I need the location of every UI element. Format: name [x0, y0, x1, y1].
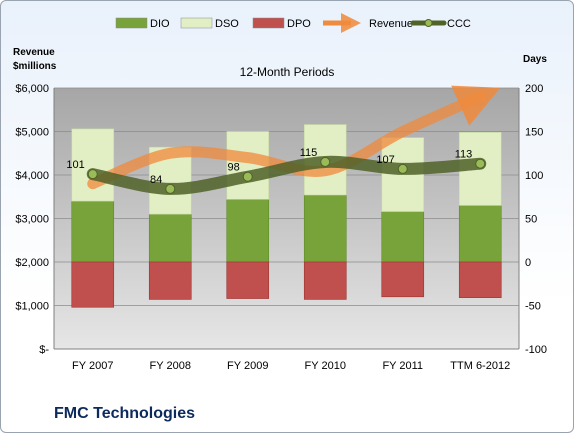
legend-label-dio: DIO — [150, 18, 170, 30]
bar-dpo — [71, 261, 115, 308]
right-tick-label: -50 — [525, 301, 541, 313]
bar-dpo — [303, 261, 347, 300]
ccc-point — [397, 163, 408, 174]
ccc-point — [87, 169, 98, 180]
left-tick-label: $4,000 — [15, 170, 49, 182]
right-tick-label: 0 — [525, 257, 531, 269]
chart-title: 12-Month Periods — [240, 65, 335, 79]
bar-dio — [226, 199, 270, 263]
x-tick-label: FY 2010 — [305, 360, 346, 372]
ccc-point — [242, 171, 253, 182]
legend-label-ccc: CCC — [447, 18, 471, 30]
legend-label-revenue: Revenue — [369, 18, 413, 30]
legend-marker-ccc — [424, 19, 433, 27]
legend-swatch-dso — [180, 17, 213, 29]
left-axis-label-line1: Revenue — [13, 47, 55, 58]
ccc-point — [165, 183, 176, 194]
left-axis-label-line2: $millions — [13, 61, 57, 72]
right-tick-label: 50 — [525, 214, 537, 226]
ccc-data-label: 107 — [376, 154, 394, 166]
x-tick-label: TTM 6-2012 — [450, 360, 510, 372]
left-tick-label: $2,000 — [15, 257, 49, 269]
bar-dio — [381, 211, 425, 263]
legend-label-dpo: DPO — [287, 18, 311, 30]
legend-swatch-dpo — [252, 17, 285, 29]
x-tick-label: FY 2009 — [227, 360, 268, 372]
right-tick-label: 150 — [525, 127, 543, 139]
bar-dio — [71, 200, 115, 263]
ccc-data-label: 84 — [150, 174, 162, 186]
legend-label-dso: DSO — [215, 18, 239, 30]
bar-dio — [458, 205, 502, 263]
ccc-data-label: 98 — [228, 162, 240, 174]
bar-dpo — [381, 261, 425, 298]
legend-swatch-dio — [115, 17, 148, 29]
left-tick-label: $- — [39, 344, 49, 356]
bar-dio — [303, 194, 347, 263]
left-tick-label: $5,000 — [15, 127, 49, 139]
right-tick-label: 100 — [525, 170, 543, 182]
ccc-data-label: 115 — [300, 147, 318, 159]
x-tick-label: FY 2008 — [150, 360, 191, 372]
ccc-data-label: 101 — [66, 159, 84, 171]
ccc-point — [320, 156, 331, 167]
ccc-point — [475, 158, 486, 169]
x-tick-label: FY 2007 — [72, 360, 113, 372]
x-tick-label: FY 2011 — [382, 360, 423, 372]
bar-dpo — [458, 261, 502, 298]
bar-dpo — [148, 261, 192, 300]
right-axis-label: Days — [523, 54, 547, 65]
bar-dio — [148, 213, 192, 263]
left-tick-label: $3,000 — [15, 214, 49, 226]
ccc-data-label: 113 — [455, 149, 473, 161]
ccc-line — [86, 155, 487, 195]
right-tick-label: 200 — [525, 83, 543, 95]
bar-dpo — [226, 261, 270, 299]
company-name: FMC Technologies — [54, 405, 196, 422]
left-tick-label: $1,000 — [15, 301, 49, 313]
right-tick-label: -100 — [525, 344, 547, 356]
left-tick-label: $6,000 — [15, 83, 49, 95]
